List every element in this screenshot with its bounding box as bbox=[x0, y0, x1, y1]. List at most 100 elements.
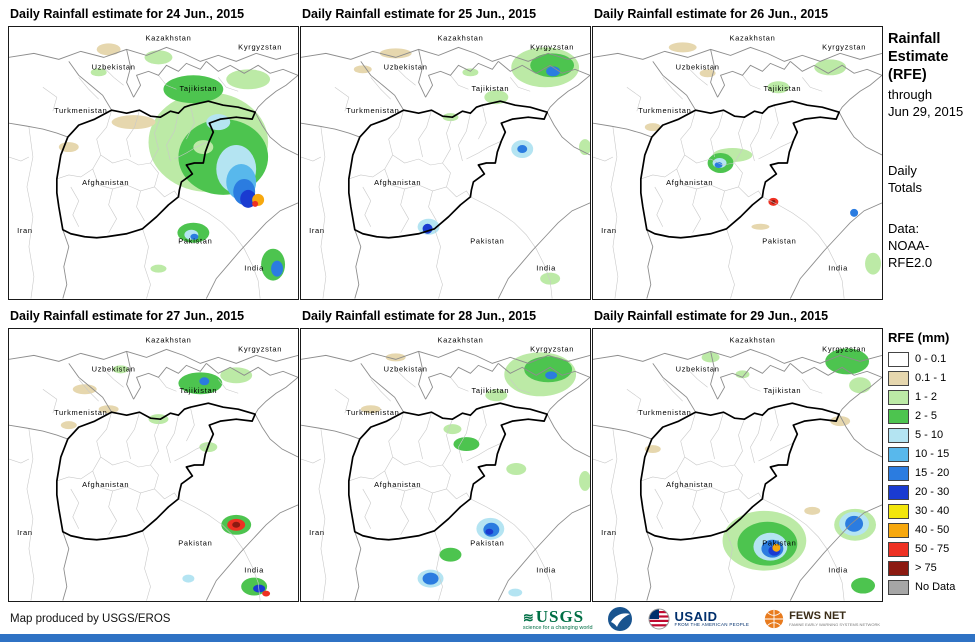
svg-text:Afghanistan: Afghanistan bbox=[82, 480, 129, 489]
sidebar-daily-totals: Daily Totals bbox=[888, 163, 922, 196]
legend-swatch bbox=[888, 389, 909, 405]
legend-label: 5 - 10 bbox=[915, 429, 944, 442]
country-labels: Kazakhstan Kyrgyzstan Uzbekistan Tajikistan… bbox=[601, 33, 866, 272]
svg-text:Turkmenistan: Turkmenistan bbox=[638, 408, 691, 417]
legend-swatch bbox=[888, 370, 909, 386]
legend-swatch bbox=[888, 351, 909, 367]
legend: RFE (mm) 0 - 0.1 0.1 - 1 1 - 2 2 - 5 5 - 10 1… bbox=[888, 330, 972, 595]
country-labels: Kazakhstan Kyrgyzstan Uzbekistan Tajikistan… bbox=[601, 335, 865, 574]
panel-title: Daily Rainfall estimate for 24 Jun., 201… bbox=[10, 7, 245, 21]
rainfall-cells bbox=[644, 348, 877, 594]
svg-text:India: India bbox=[536, 566, 556, 575]
usgs-logo: ≋ USGS science for a changing world bbox=[523, 608, 593, 631]
svg-text:Tajikistan: Tajikistan bbox=[471, 386, 509, 395]
svg-text:Kazakhstan: Kazakhstan bbox=[145, 335, 191, 344]
map-credit: Map produced by USGS/EROS bbox=[10, 613, 171, 625]
country-boundaries bbox=[301, 348, 590, 601]
afghanistan-border bbox=[639, 402, 840, 541]
country-labels: Kazakhstan Kyrgyzstan Uzbekistan Tajikistan… bbox=[309, 335, 574, 575]
legend-item: 30 - 40 bbox=[888, 503, 972, 519]
country-boundaries bbox=[593, 46, 882, 299]
logo-row: ≋ USGS science for a changing world bbox=[523, 606, 880, 632]
svg-text:Iran: Iran bbox=[309, 528, 325, 537]
svg-text:Kyrgyzstan: Kyrgyzstan bbox=[822, 42, 866, 51]
svg-text:Pakistan: Pakistan bbox=[762, 539, 796, 548]
panel-title: Daily Rainfall estimate for 25 Jun., 201… bbox=[302, 7, 537, 21]
svg-text:Kyrgyzstan: Kyrgyzstan bbox=[238, 42, 282, 51]
map-panel: Daily Rainfall estimate for 24 Jun., 201… bbox=[8, 2, 299, 300]
svg-text:Afghanistan: Afghanistan bbox=[82, 178, 129, 187]
map-panel: Daily Rainfall estimate for 26 Jun., 201… bbox=[592, 2, 883, 300]
rainfall-map: Kazakhstan Kyrgyzstan Uzbekistan Tajikistan… bbox=[8, 328, 299, 602]
svg-text:Kazakhstan: Kazakhstan bbox=[729, 335, 775, 344]
legend-swatch bbox=[888, 522, 909, 538]
fewsnet-wordmark: FEWS NET FAMINE EARLY WARNING SYSTEMS NE… bbox=[789, 611, 880, 627]
rainfall-map: Kazakhstan Kyrgyzstan Uzbekistan Tajikistan… bbox=[592, 328, 883, 602]
usaid-seal-icon bbox=[648, 608, 670, 630]
rainfall-cells bbox=[360, 352, 590, 597]
svg-text:Afghanistan: Afghanistan bbox=[666, 178, 713, 187]
fewsnet-logo-text: FEWS NET bbox=[789, 610, 847, 623]
panel-title: Daily Rainfall estimate for 27 Jun., 201… bbox=[10, 309, 245, 323]
footer: Map produced by USGS/EROS ≋ USGS science… bbox=[0, 604, 975, 634]
svg-text:Kyrgyzstan: Kyrgyzstan bbox=[530, 344, 574, 353]
svg-text:Uzbekistan: Uzbekistan bbox=[676, 62, 720, 71]
usaid-wordmark: USAID FROM THE AMERICAN PEOPLE bbox=[675, 610, 750, 628]
svg-text:Tajikistan: Tajikistan bbox=[179, 386, 217, 395]
svg-text:Tajikistan: Tajikistan bbox=[471, 84, 509, 93]
legend-swatch bbox=[888, 579, 909, 595]
svg-text:Pakistan: Pakistan bbox=[470, 237, 504, 246]
afghanistan-border bbox=[639, 100, 840, 239]
svg-text:Uzbekistan: Uzbekistan bbox=[92, 364, 136, 373]
afghanistan-border bbox=[55, 402, 256, 541]
rainfall-map: Kazakhstan Kyrgyzstan Uzbekistan Tajikistan… bbox=[300, 328, 591, 602]
usgs-tagline: science for a changing world bbox=[522, 624, 593, 631]
country-labels: Kazakhstan Kyrgyzstan Uzbekistan Tajikistan… bbox=[309, 33, 573, 272]
panel-title: Daily Rainfall estimate for 28 Jun., 201… bbox=[302, 309, 537, 323]
svg-text:Iran: Iran bbox=[601, 528, 617, 537]
afghanistan-border bbox=[55, 100, 256, 239]
legend-swatch bbox=[888, 446, 909, 462]
rainfall-map: Kazakhstan Kyrgyzstan Uzbekistan Tajikistan… bbox=[300, 26, 591, 300]
legend-label: 10 - 15 bbox=[915, 448, 950, 461]
svg-text:Iran: Iran bbox=[601, 226, 617, 235]
admin-boundaries bbox=[593, 369, 845, 601]
legend-label: 2 - 5 bbox=[915, 410, 938, 423]
legend-swatch bbox=[888, 541, 909, 557]
sidebar: Rainfall Estimate (RFE) through Jun 29, … bbox=[888, 30, 972, 599]
legend-label: 1 - 2 bbox=[915, 391, 938, 404]
country-labels: Kazakhstan Kyrgyzstan Uzbekistan Tajikistan… bbox=[17, 335, 282, 574]
svg-text:Uzbekistan: Uzbekistan bbox=[384, 364, 428, 373]
usgs-wordmark: ≋ USGS bbox=[523, 608, 584, 625]
noaa-seal-icon bbox=[607, 607, 632, 631]
legend-item: 20 - 30 bbox=[888, 484, 972, 500]
svg-text:Kyrgyzstan: Kyrgyzstan bbox=[238, 344, 282, 353]
panel-title: Daily Rainfall estimate for 29 Jun., 201… bbox=[594, 309, 829, 323]
svg-text:Pakistan: Pakistan bbox=[470, 539, 504, 548]
fewsnet-logo: FEWS NET FAMINE EARLY WARNING SYSTEMS NE… bbox=[763, 608, 880, 630]
rainfall-cells bbox=[644, 42, 882, 275]
legend-item: 0 - 0.1 bbox=[888, 351, 972, 367]
rainfall-cells bbox=[58, 43, 286, 281]
svg-text:Afghanistan: Afghanistan bbox=[666, 480, 713, 489]
svg-text:Kazakhstan: Kazakhstan bbox=[145, 33, 191, 42]
svg-text:Turkmenistan: Turkmenistan bbox=[54, 106, 107, 115]
legend-item: 0.1 - 1 bbox=[888, 370, 972, 386]
map-panel: Daily Rainfall estimate for 27 Jun., 201… bbox=[8, 304, 299, 602]
legend-item: > 75 bbox=[888, 560, 972, 576]
admin-boundaries bbox=[593, 67, 845, 299]
svg-text:Afghanistan: Afghanistan bbox=[374, 178, 421, 187]
svg-text:Iran: Iran bbox=[309, 226, 325, 235]
noaa-logo bbox=[607, 606, 633, 632]
map-grid: Daily Rainfall estimate for 24 Jun., 201… bbox=[8, 2, 883, 602]
legend-item: 5 - 10 bbox=[888, 427, 972, 443]
legend-item: 50 - 75 bbox=[888, 541, 972, 557]
afghanistan-border bbox=[347, 402, 548, 541]
legend-swatch bbox=[888, 560, 909, 576]
legend-label: 20 - 30 bbox=[915, 486, 950, 499]
fewsnet-globe-icon bbox=[765, 609, 784, 629]
legend-swatch bbox=[888, 427, 909, 443]
svg-text:Pakistan: Pakistan bbox=[762, 237, 796, 246]
svg-text:Uzbekistan: Uzbekistan bbox=[384, 62, 428, 71]
legend-items: 0 - 0.1 0.1 - 1 1 - 2 2 - 5 5 - 10 10 - 15 15 … bbox=[888, 351, 972, 595]
